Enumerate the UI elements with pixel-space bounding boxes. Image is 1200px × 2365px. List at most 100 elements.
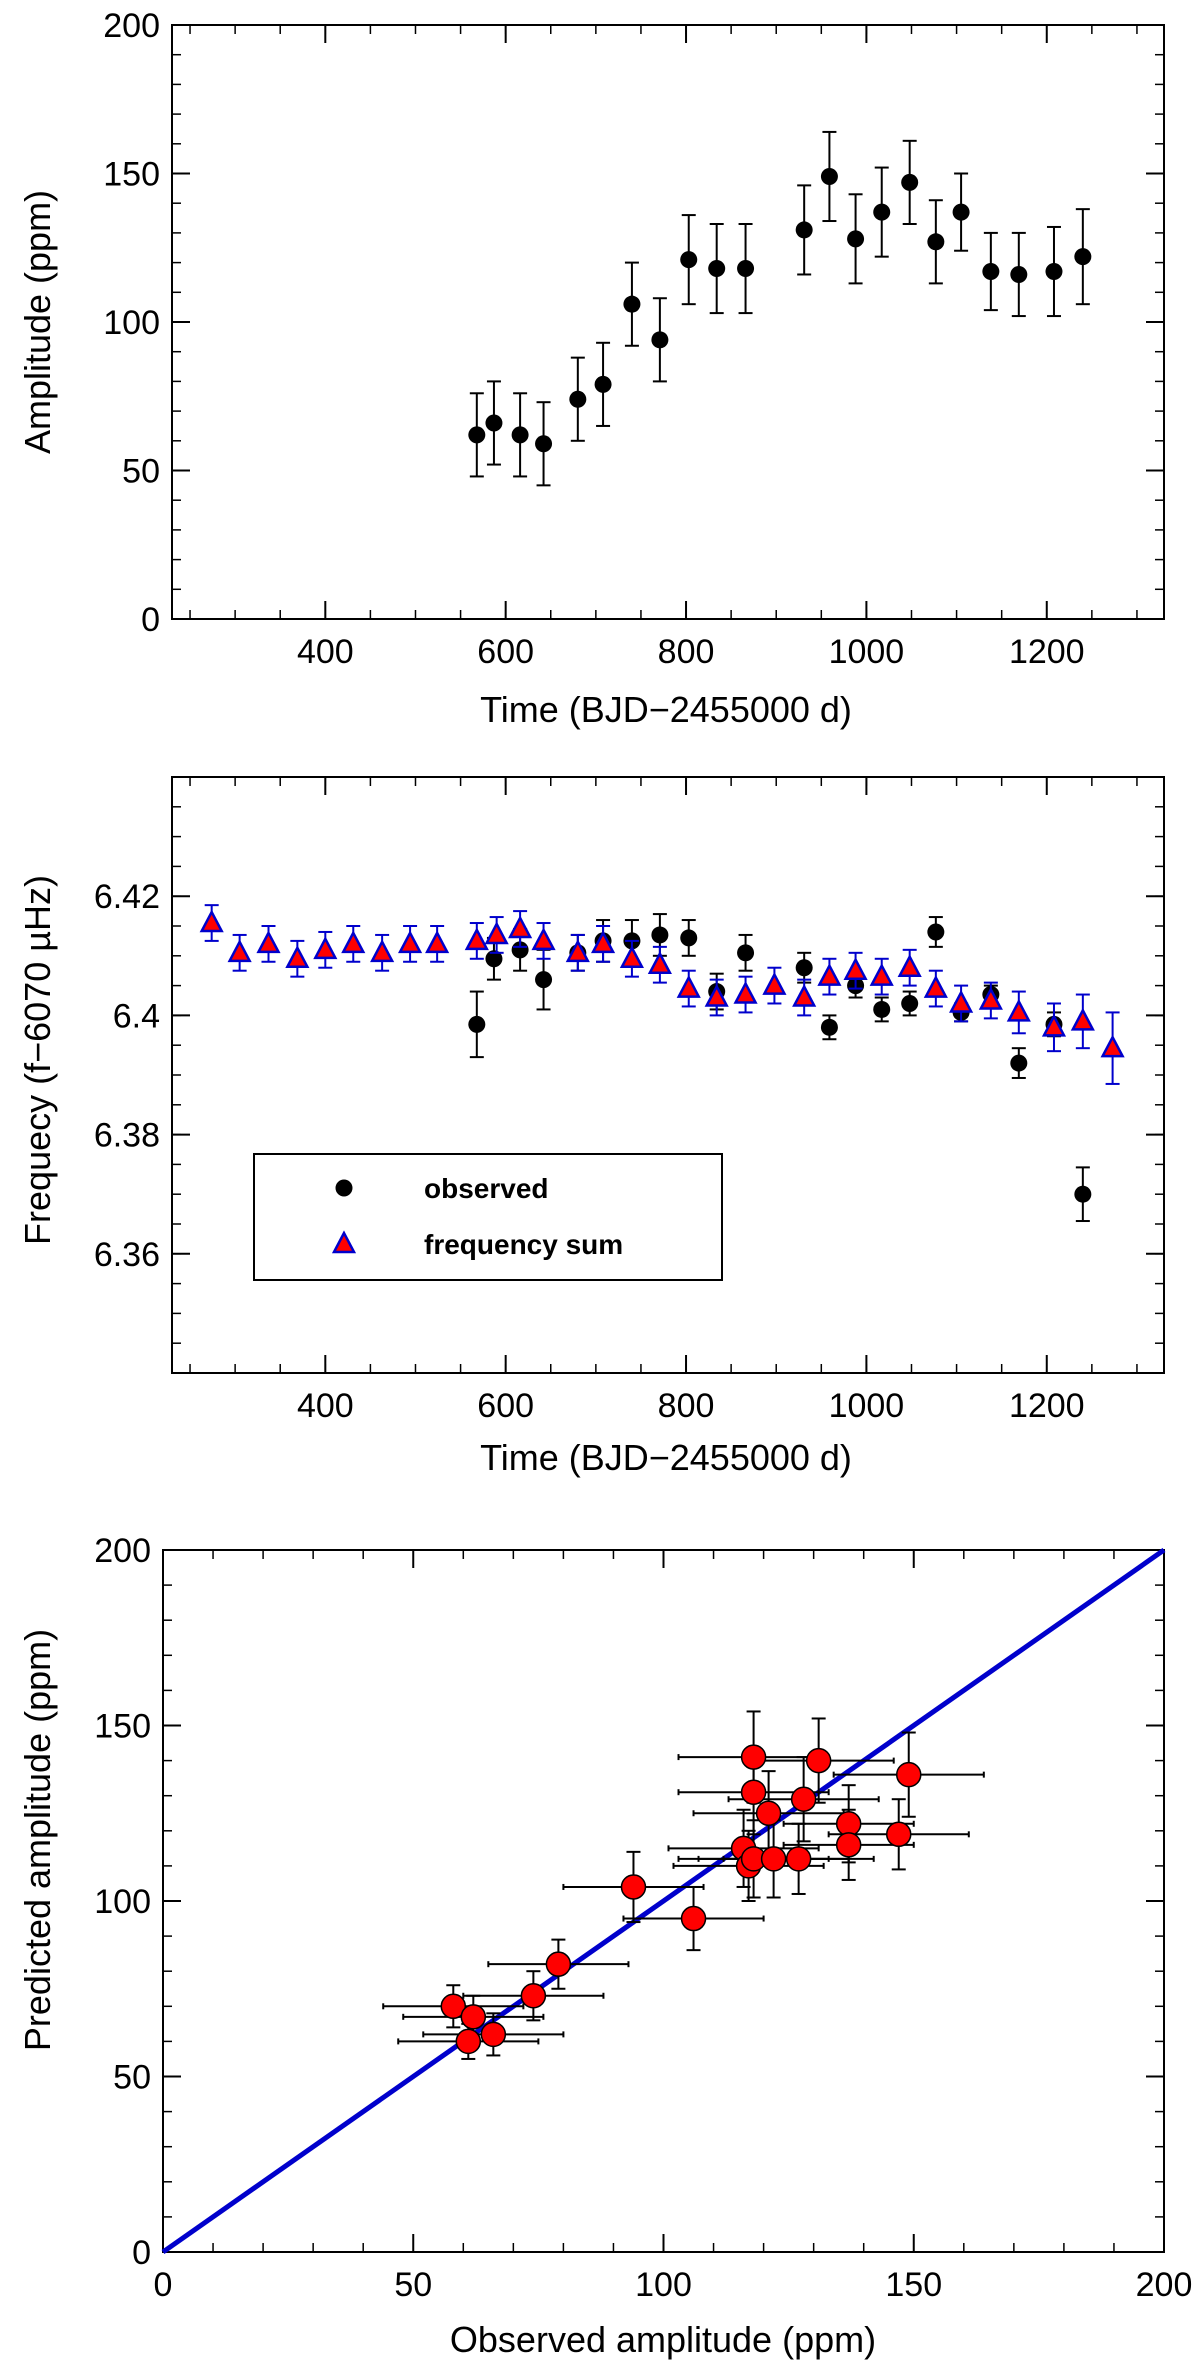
panel-predicted-vs-observed-x-tick-label: 200: [1136, 2266, 1193, 2304]
panel-frequency-vs-time-frequency-sum-point: [313, 936, 338, 960]
panel-frequency-vs-time-frequency-sum-point: [619, 945, 644, 969]
panel-frequency-vs-time-ylabel: Frequecy (f−6070 µHz): [17, 875, 58, 1245]
panel-frequency-vs-time-frequency-sum-point: [869, 962, 894, 986]
panel-frequency-vs-time-frequency-sum-point: [370, 939, 395, 963]
panel-frequency-vs-time-frame: [171, 776, 1165, 1374]
panel-predicted-vs-observed-amplitudes-point: [455, 2028, 482, 2055]
panel-predicted-vs-observed-amplitudes-point: [460, 2004, 487, 2030]
panel-frequency-vs-time-x-tick-label: 1000: [829, 1387, 905, 1425]
panel-amplitude-vs-time-amplitude-point: [594, 375, 612, 393]
panel-predicted-vs-observed-y-tick-label: 50: [113, 2059, 151, 2097]
panel-predicted-vs-observed-amplitudes-point: [760, 1846, 787, 1872]
panel-frequency-vs-time-frequency-sum-point: [398, 930, 423, 954]
panel-amplitude-vs-time-amplitude-point: [708, 260, 726, 278]
panel-predicted-vs-observed-reference-line: [161, 1547, 1166, 2255]
panel-predicted-vs-observed-xlabel: Observed amplitude (ppm): [450, 2319, 876, 2360]
legend-observed-marker: [335, 1179, 353, 1197]
panel-amplitude-vs-time-amplitude-point: [847, 230, 865, 248]
panel-frequency-vs-time-frequency-sum-point: [1100, 1034, 1125, 1058]
panel-predicted-vs-observed-amplitudes-point: [520, 1983, 547, 2009]
panel-predicted-vs-observed-y-tick-label: 200: [94, 1532, 151, 1570]
panel-frequency-vs-time-y-tick-label: 6.42: [94, 878, 160, 916]
panel-amplitude-vs-time-x-tick-label: 1000: [829, 633, 905, 671]
panel-amplitude-vs-time: Amplitude (ppm) Time (BJD−2455000 d) 400…: [17, 7, 1165, 730]
panel-predicted-vs-observed-amplitudes-point: [790, 1786, 817, 1812]
panel-amplitude-vs-time-amplitude-point: [569, 390, 587, 408]
panel-frequency-vs-time-y-tick-label: 6.36: [94, 1236, 160, 1274]
panel-amplitude-vs-time-xlabel: Time (BJD−2455000 d): [480, 689, 852, 730]
panel-predicted-vs-observed: Predicted amplitude (ppm) Observed ampli…: [17, 1532, 1192, 2360]
panel-frequency-vs-time-frequency-sum-point: [792, 983, 817, 1007]
panel-frequency-vs-time: Frequecy (f−6070 µHz) Time (BJD−2455000 …: [17, 776, 1165, 1478]
panel-frequency-vs-time-frequency-sum-point: [817, 962, 842, 986]
panel-frequency-vs-time-y-tick-label: 6.4: [113, 997, 160, 1035]
panel-predicted-vs-observed-y-tick-label: 0: [132, 2234, 151, 2272]
panel-frequency-vs-time-frequency-sum-point: [285, 945, 310, 969]
panel-frequency-vs-time-frequency-sum-point: [704, 983, 729, 1007]
panel-frequency-vs-time-frequency-sum-point: [341, 930, 366, 954]
panel-frequency-vs-time-frequency-sum-point: [949, 989, 974, 1013]
panel-predicted-vs-observed-amplitudes-point: [480, 2021, 507, 2048]
panel-predicted-vs-observed-amplitudes-point: [895, 1761, 922, 1788]
panel-frequency-vs-time-observed-point: [485, 950, 503, 968]
panel-frequency-vs-time-x-tick-label: 1200: [1009, 1387, 1085, 1425]
panel-predicted-vs-observed-amplitudes-point: [805, 1747, 832, 1774]
panel-predicted-vs-observed-amplitudes-point: [680, 1905, 707, 1932]
panel-amplitude-vs-time-x-tick-label: 600: [477, 633, 534, 671]
panel-predicted-vs-observed-y-tick-label: 100: [94, 1883, 151, 1921]
panel-frequency-vs-time-frequency-sum-point: [762, 971, 787, 995]
panel-frequency-vs-time-frequency-sum-point: [733, 980, 758, 1004]
panel-amplitude-vs-time-x-tick-label: 1200: [1009, 633, 1085, 671]
panel-frequency-vs-time-frequency-sum-point: [978, 986, 1003, 1010]
panel-amplitude-vs-time-amplitude-point: [952, 203, 970, 221]
panel-amplitude-vs-time-amplitude-point: [535, 435, 553, 453]
panel-predicted-vs-observed-x-tick-label: 150: [885, 2266, 942, 2304]
panel-amplitude-vs-time-y-tick-label: 100: [103, 304, 160, 342]
panel-frequency-vs-time-frequency-sum-point: [843, 957, 868, 980]
panel-frequency-vs-time-frequency-sum-point: [508, 915, 533, 939]
panel-frequency-vs-time-observed-point: [927, 923, 945, 941]
panel-frequency-vs-time-observed-point: [795, 959, 813, 977]
panel-frequency-vs-time-frequency-sum-point: [484, 921, 509, 945]
panel-frequency-vs-time-observed-point: [468, 1015, 486, 1033]
panel-predicted-vs-observed-amplitudes-point: [740, 1779, 767, 1805]
panel-frequency-vs-time-xlabel: Time (BJD−2455000 d): [480, 1437, 852, 1478]
legend-label-frequency-sum: frequency sum: [424, 1229, 623, 1260]
panel-frequency-vs-time-frequency-sum-point: [256, 930, 281, 954]
panel-predicted-vs-observed-amplitudes-point: [835, 1832, 862, 1858]
panel-frequency-vs-time-observed-point: [820, 1018, 838, 1036]
panel-frequency-vs-time-x-tick-label: 400: [297, 1387, 354, 1425]
panel-amplitude-vs-time-ylabel: Amplitude (ppm): [17, 190, 58, 454]
panel-amplitude-vs-time-y-tick-label: 150: [103, 156, 160, 194]
panel-frequency-vs-time-legend: observed frequency sum: [253, 1153, 723, 1281]
panel-frequency-vs-time-x-tick-label: 600: [477, 1387, 534, 1425]
panel-amplitude-vs-time-amplitude-point: [680, 251, 698, 269]
panel-frequency-vs-time-observed-point: [1074, 1185, 1092, 1203]
panel-amplitude-vs-time-x-tick-label: 800: [658, 633, 715, 671]
panel-frequency-vs-time-frequency-sum-point: [565, 939, 590, 963]
panel-amplitude-vs-time-amplitude-point: [927, 233, 945, 251]
panel-amplitude-vs-time-amplitude-point: [1074, 248, 1092, 266]
panel-frequency-vs-time-observed-point: [680, 929, 698, 947]
panel-amplitude-vs-time-frame: [171, 24, 1165, 620]
panel-predicted-vs-observed-amplitudes-point: [545, 1951, 572, 1977]
panel-amplitude-vs-time-amplitude-point: [511, 426, 529, 444]
panel-amplitude-vs-time-amplitude-point: [795, 221, 813, 239]
panel-predicted-vs-observed-x-tick-label: 100: [635, 2266, 692, 2304]
panel-frequency-vs-time-frequency-sum-point: [531, 927, 556, 951]
panel-frequency-vs-time-y-tick-label: 6.38: [94, 1117, 160, 1155]
panel-frequency-vs-time-observed-point: [873, 1000, 891, 1018]
panel-amplitude-vs-time-amplitude-point: [982, 263, 1000, 281]
panel-frequency-vs-time-frequency-sum-point: [425, 930, 450, 954]
panel-amplitude-vs-time-y-tick-label: 50: [122, 453, 160, 491]
panel-predicted-vs-observed-amplitudes-point: [620, 1874, 647, 1900]
panel-amplitude-vs-time-amplitude-point: [1010, 265, 1028, 283]
panel-frequency-vs-time-observed-point: [651, 926, 669, 944]
panel-frequency-vs-time-observed-point: [511, 941, 529, 959]
panel-frequency-vs-time-frequency-sum-point: [1070, 1007, 1095, 1031]
panel-amplitude-vs-time-amplitude-point: [820, 167, 838, 185]
panel-amplitude-vs-time-y-tick-label: 0: [141, 601, 160, 639]
panel-frequency-vs-time-frequency-sum-point: [647, 951, 672, 974]
panel-amplitude-vs-time-amplitude-point: [901, 173, 919, 191]
